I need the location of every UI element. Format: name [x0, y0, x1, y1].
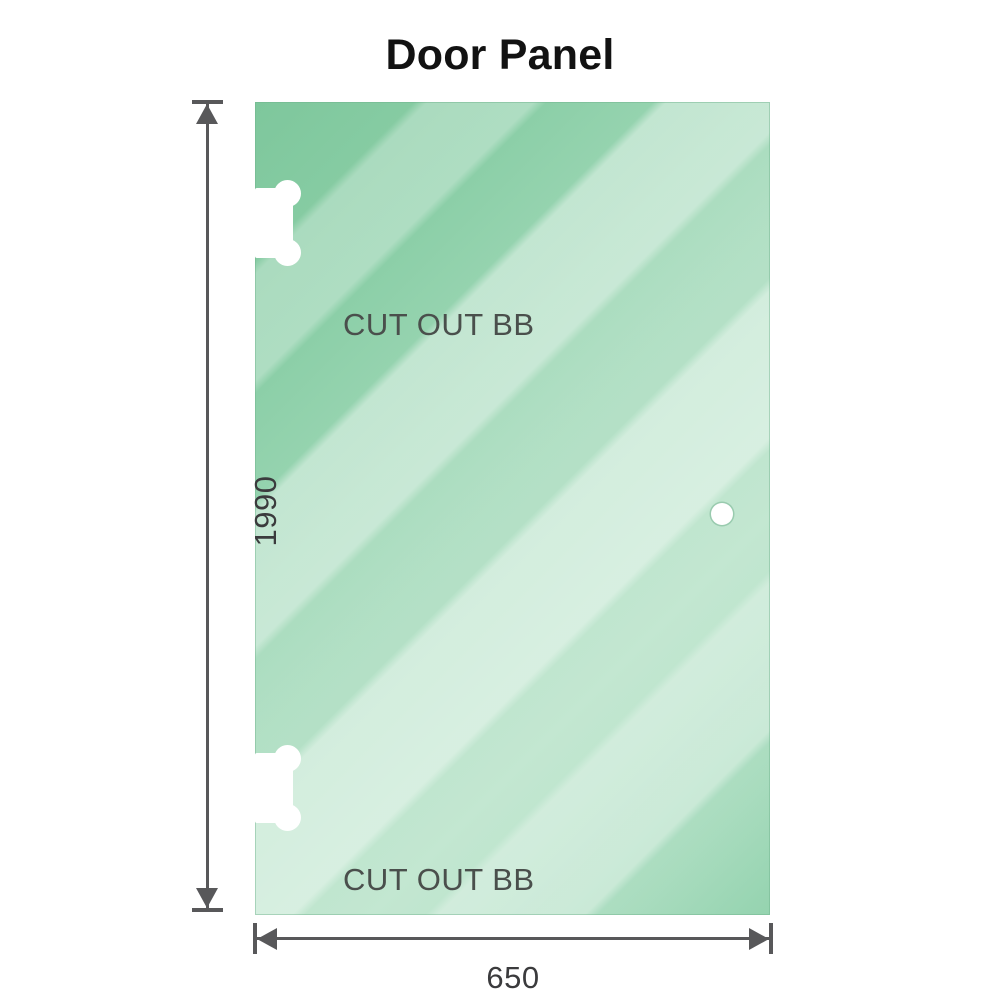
cut-out-label-bottom: CUT OUT BB [343, 862, 535, 897]
glass-door-panel: CUT OUT BB CUT OUT BB [255, 102, 770, 915]
arrow-right-icon [749, 928, 769, 950]
dimension-line-width: 650 [248, 920, 778, 995]
cut-out-notch-bottom [255, 745, 301, 831]
handle-hole [711, 503, 733, 525]
notch-lobe-top [274, 180, 301, 207]
arrow-down-icon [196, 888, 218, 908]
notch-lobe-bottom [274, 239, 301, 266]
cut-out-label-top: CUT OUT BB [343, 307, 535, 342]
cut-out-notch-top [255, 180, 301, 266]
notch-lobe-top [274, 745, 301, 772]
arrow-up-icon [196, 104, 218, 124]
notch-bridge [272, 758, 288, 818]
dimension-shaft-horizontal [255, 937, 771, 940]
dimension-label-width: 650 [486, 960, 540, 995]
arrow-left-icon [257, 928, 277, 950]
dimension-shaft-vertical [206, 102, 209, 910]
extension-tick-right [769, 923, 773, 954]
dimension-label-height: 1990 [248, 475, 283, 547]
page-title: Door Panel [385, 31, 615, 79]
dimension-line-height [186, 96, 228, 916]
notch-lobe-bottom [274, 804, 301, 831]
extension-tick-bottom [192, 908, 223, 912]
notch-bridge [272, 193, 288, 253]
glass-surface [255, 102, 770, 915]
